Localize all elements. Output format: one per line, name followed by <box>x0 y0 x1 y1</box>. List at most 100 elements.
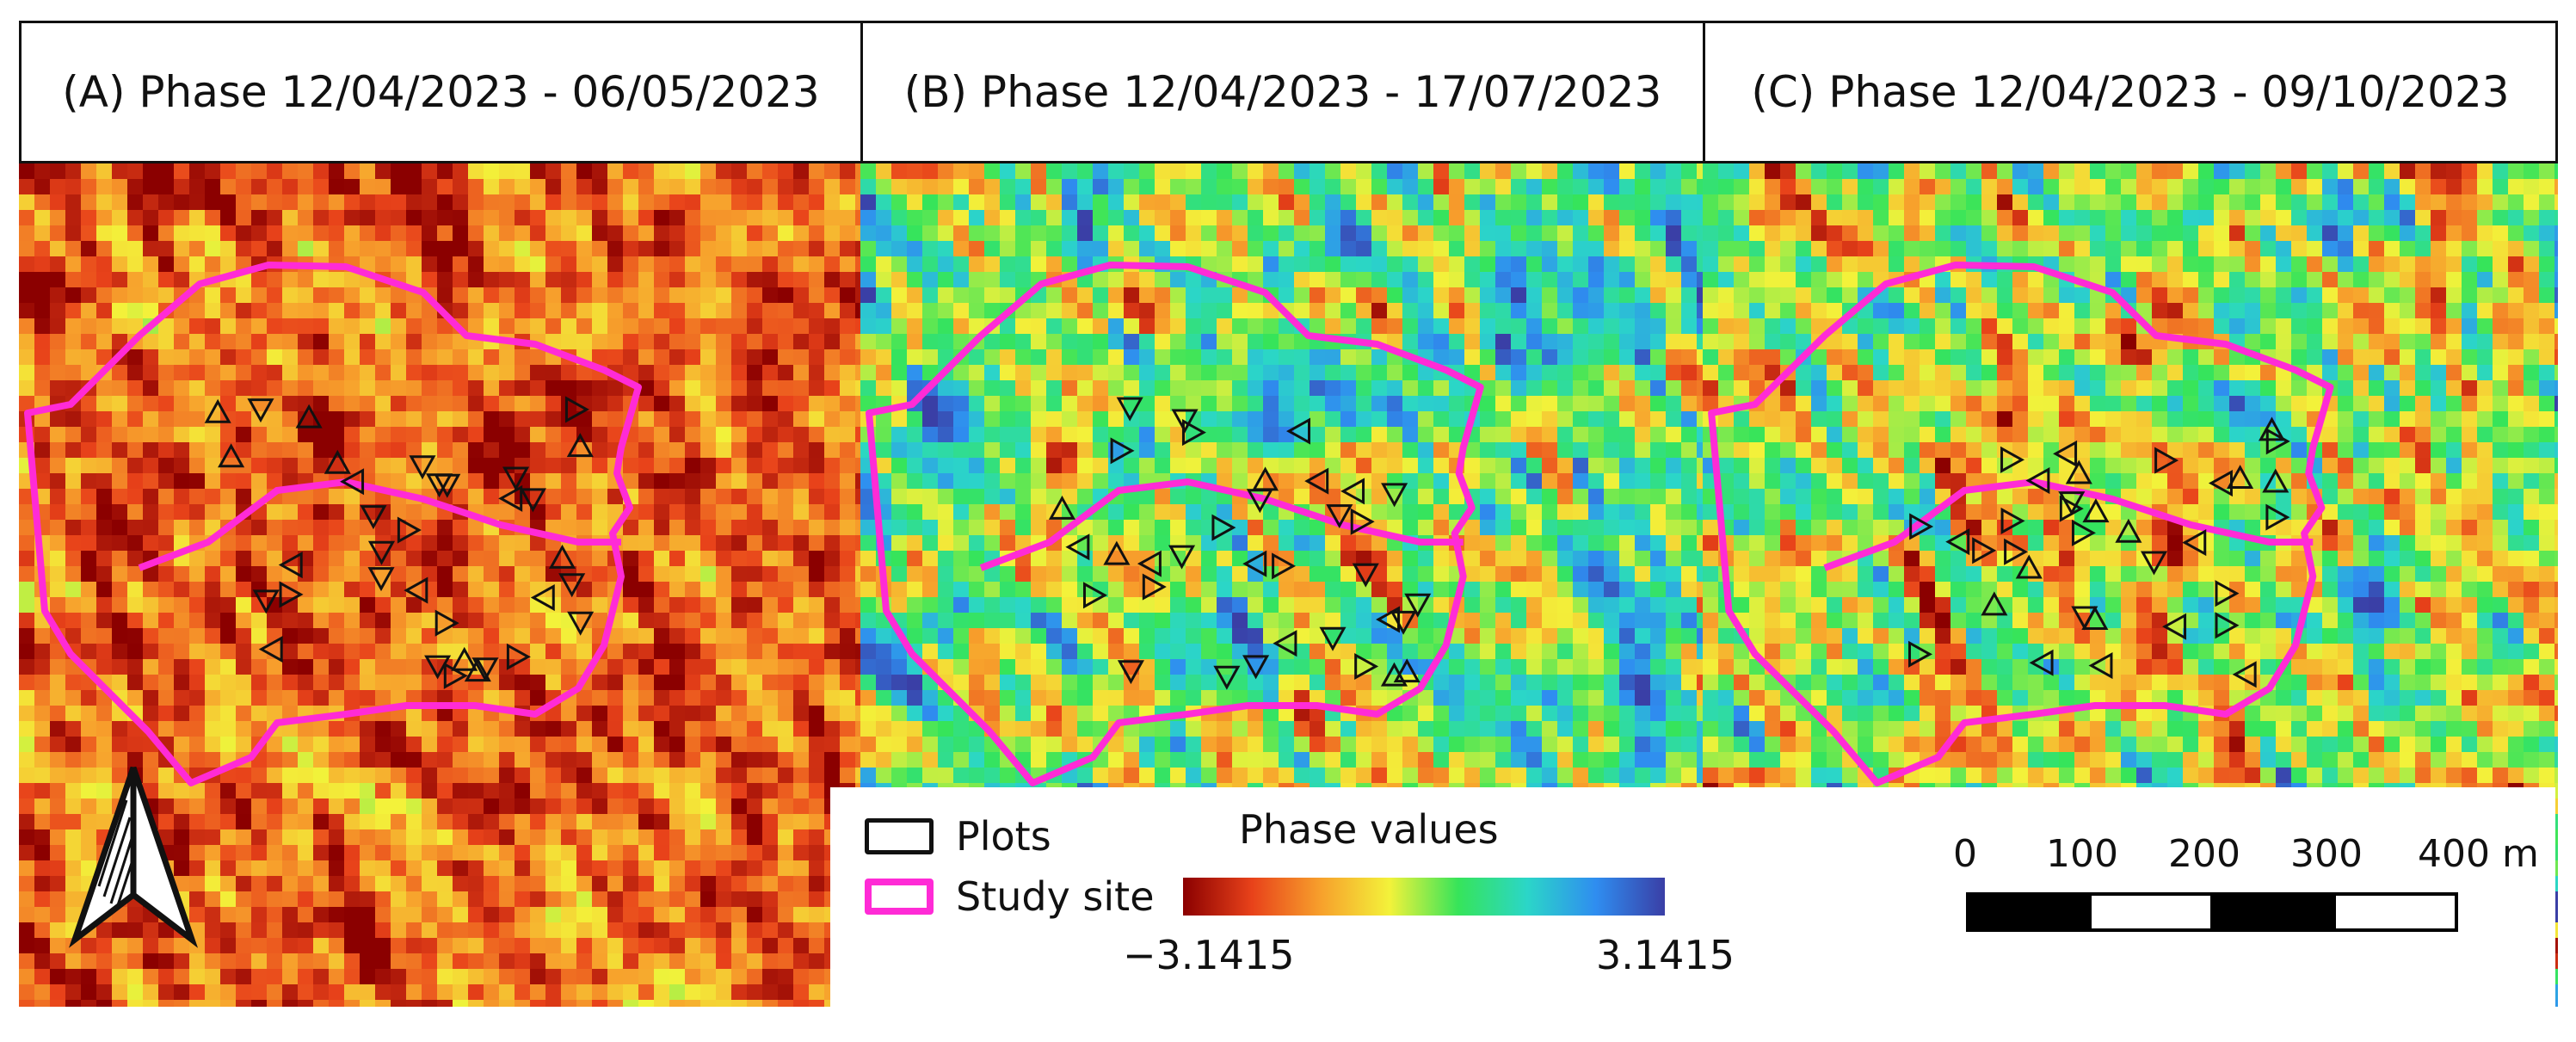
ramp-max-label: 3.1415 <box>1596 932 1735 978</box>
plot-marker-icon <box>506 643 531 670</box>
plot-marker-icon <box>1354 652 1379 681</box>
plot-marker-icon <box>1171 409 1199 434</box>
scale-bar <box>1966 892 2458 932</box>
ramp-title: Phase values <box>1239 806 1499 853</box>
plot-marker-icon <box>1909 513 1934 540</box>
plot-marker-icon <box>1110 437 1135 465</box>
plot-marker-icon <box>397 516 422 544</box>
plot-marker-icon <box>2004 538 2029 565</box>
plot-marker-icon <box>1390 610 1417 635</box>
plot-marker-icon <box>434 473 461 498</box>
panel-c-title: (C) Phase 12/04/2023 - 09/10/2023 <box>1703 21 2558 163</box>
north-arrow-icon <box>68 766 199 948</box>
plot-marker-icon <box>367 567 395 592</box>
plot-marker-icon <box>2071 606 2098 631</box>
plot-marker-icon <box>548 544 576 569</box>
plot-marker-icon <box>1326 504 1353 529</box>
plot-marker-icon <box>2029 649 2054 676</box>
plot-marker-icon <box>2025 466 2050 495</box>
plot-marker-icon <box>2162 613 2187 640</box>
legend: Plots Study site Phase values −3.1415 3.… <box>830 787 2555 1042</box>
plot-marker-icon <box>1945 528 1970 556</box>
plot-marker-icon <box>247 398 274 423</box>
plot-marker-icon <box>566 433 594 458</box>
plot-marker-icon <box>1211 514 1236 541</box>
plot-marker-icon <box>2059 495 2084 522</box>
plot-marker-icon <box>2000 507 2025 534</box>
scale-tick-400: 400 m <box>2418 832 2539 876</box>
plot-marker-icon <box>1404 593 1432 618</box>
study-site-divider <box>979 478 1464 571</box>
plot-marker-icon <box>1376 606 1401 633</box>
plot-marker-icon <box>1908 640 1932 668</box>
plot-marker-icon <box>1273 630 1297 657</box>
plot-marker-icon <box>1168 545 1196 570</box>
plot-marker-icon <box>2000 446 2025 473</box>
scale-tick-300: 300 <box>2290 832 2363 876</box>
plot-marker-icon <box>2215 580 2240 607</box>
plot-marker-icon <box>360 505 387 530</box>
plot-marker-icon <box>1103 540 1131 565</box>
study-site-swatch <box>865 879 934 915</box>
study-site-outline <box>1708 262 2334 786</box>
plot-marker-icon <box>1393 658 1420 683</box>
plot-marker-icon <box>424 655 452 680</box>
plot-marker-icon <box>204 398 231 423</box>
plot-marker-icon <box>2071 519 2096 546</box>
plot-marker-icon <box>340 468 365 496</box>
plot-marker-icon <box>498 484 523 512</box>
plot-marker-icon <box>2262 468 2289 493</box>
plot-marker-icon <box>409 455 436 480</box>
plot-marker-icon <box>2232 661 2257 688</box>
scale-tick-100: 100 <box>2046 832 2118 876</box>
plot-marker-icon <box>567 611 595 636</box>
plot-marker-icon <box>558 573 586 598</box>
plot-marker-icon <box>1352 563 1379 588</box>
study-site-outline <box>24 262 642 786</box>
plot-marker-icon <box>434 609 459 637</box>
plot-marker-icon <box>1213 665 1241 690</box>
plot-marker-icon <box>451 646 478 671</box>
plot-marker-icon <box>2053 440 2078 467</box>
scale-tick-200: 200 <box>2168 832 2240 876</box>
plot-marker-icon <box>530 583 555 612</box>
plot-marker-icon <box>2208 469 2233 497</box>
plot-marker-icon <box>2015 554 2043 579</box>
plot-marker-icon <box>519 488 546 513</box>
plot-marker-icon <box>2115 518 2142 543</box>
plot-marker-icon <box>1981 591 2008 616</box>
study-site-divider <box>138 478 621 571</box>
plot-marker-icon <box>1972 537 1997 564</box>
plot-marker-icon <box>2140 551 2168 576</box>
plot-marker-icon <box>1242 655 1270 680</box>
plot-marker-icon <box>218 443 245 468</box>
study-site-outline <box>866 262 1484 786</box>
plot-marker-icon <box>1286 417 1311 445</box>
plot-marker-icon <box>564 396 589 423</box>
plot-marker-icon <box>2215 612 2240 639</box>
legend-plots-label: Plots <box>956 813 1051 860</box>
plot-marker-icon <box>1082 582 1107 609</box>
plot-marker-icon <box>1319 626 1347 651</box>
scale-tick-0: 0 <box>1953 832 1977 876</box>
plot-marker-icon <box>1242 550 1267 577</box>
plot-marker-icon <box>1340 478 1365 505</box>
plot-marker-icon <box>258 636 283 663</box>
panel-b-title: (B) Phase 12/04/2023 - 17/07/2023 <box>860 21 1705 163</box>
plot-marker-icon <box>404 576 428 604</box>
plot-marker-icon <box>278 551 303 579</box>
legend-plots: Plots <box>865 813 1051 860</box>
plot-marker-icon <box>2182 529 2207 557</box>
legend-study-site: Study site <box>865 873 1155 920</box>
plot-marker-icon <box>1350 508 1375 535</box>
plot-marker-icon <box>471 657 499 682</box>
plot-marker-icon <box>2265 428 2290 455</box>
phase-raster-a <box>19 163 863 1007</box>
plot-marker-icon <box>324 449 351 474</box>
plot-marker-icon <box>2058 491 2086 516</box>
plots-swatch <box>865 818 934 854</box>
plot-marker-icon <box>295 404 323 429</box>
plot-marker-icon <box>1048 495 1076 520</box>
plot-marker-icon <box>1065 533 1090 561</box>
study-site-divider <box>1823 478 2314 571</box>
